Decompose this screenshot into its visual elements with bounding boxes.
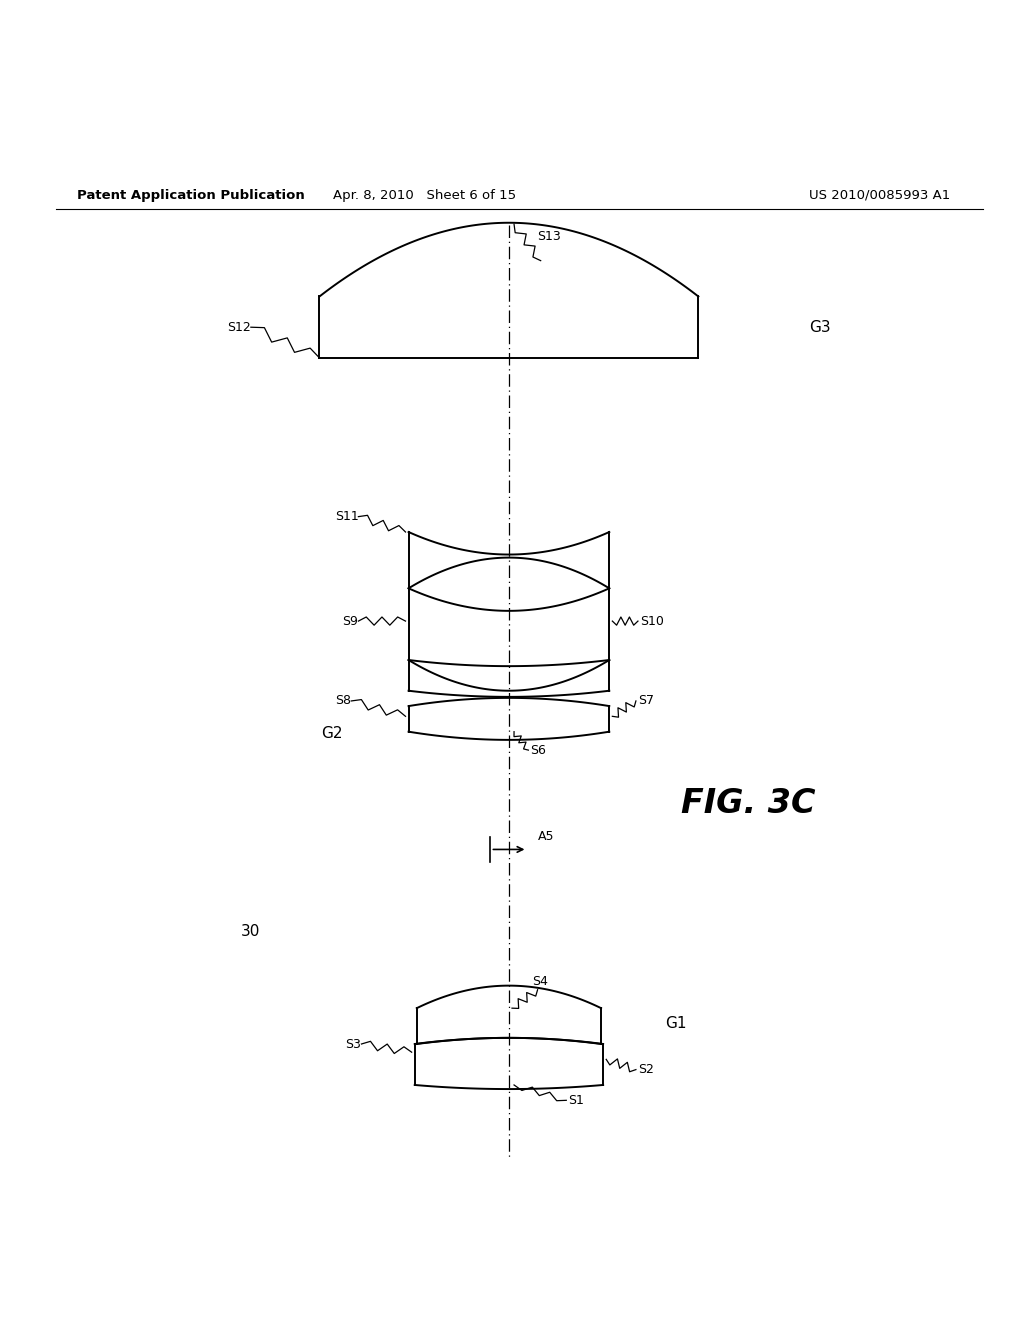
Text: S7: S7 [638,694,654,708]
Text: FIG. 3C: FIG. 3C [681,787,815,820]
Text: S10: S10 [640,615,664,627]
Text: G3: G3 [809,319,830,335]
Text: US 2010/0085993 A1: US 2010/0085993 A1 [809,189,950,202]
Text: S4: S4 [532,974,549,987]
Text: Apr. 8, 2010   Sheet 6 of 15: Apr. 8, 2010 Sheet 6 of 15 [334,189,516,202]
Text: S1: S1 [568,1094,585,1106]
Text: G1: G1 [666,1016,687,1031]
Text: S12: S12 [227,321,251,334]
Text: S8: S8 [335,694,351,708]
Text: 30: 30 [241,924,260,939]
Text: S3: S3 [345,1038,361,1051]
Text: S9: S9 [342,615,358,627]
Text: S6: S6 [530,743,547,756]
Text: S11: S11 [335,510,358,523]
Text: A5: A5 [538,830,554,842]
Text: S2: S2 [638,1063,654,1076]
Text: S13: S13 [538,230,561,243]
Text: Patent Application Publication: Patent Application Publication [77,189,304,202]
Text: G2: G2 [322,726,343,742]
